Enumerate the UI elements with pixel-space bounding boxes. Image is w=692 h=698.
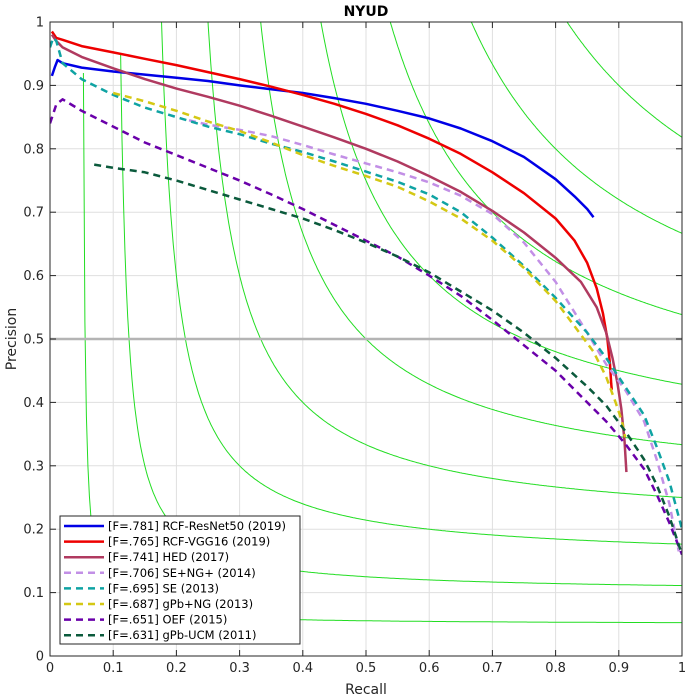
legend-label-6: [F=.687] gPb+NG (2013)	[108, 597, 253, 611]
series-line-7	[50, 98, 682, 556]
x-tick-label: 0.5	[356, 661, 377, 676]
legend-label-1: [F=.781] RCF-ResNet50 (2019)	[108, 519, 286, 533]
y-tick-label: 0.1	[23, 586, 44, 601]
legend-label-5: [F=.695] SE (2013)	[108, 581, 219, 595]
x-tick-label: 0.7	[482, 661, 503, 676]
x-tick-label: 0.6	[419, 661, 440, 676]
y-tick-label: 0	[36, 650, 44, 665]
iso-f-curve	[161, 22, 682, 545]
legend-label-8: [F=.631] gPb-UCM (2011)	[108, 628, 256, 642]
x-tick-label: 0.2	[166, 661, 187, 676]
y-tick-label: 0.4	[23, 396, 44, 411]
iso-f-curve	[207, 22, 682, 498]
legend-label-2: [F=.765] RCF-VGG16 (2019)	[108, 535, 270, 549]
axis-ticks: 0 0.1 0.2 0.3 0.4 0.5 0.6 0.7 0.8 0.9 1 0 0.1 0.2 0.3 0…	[23, 16, 686, 677]
iso-f-curve	[389, 22, 682, 316]
iso-f-curve	[260, 22, 682, 446]
x-tick-label: 0.8	[545, 661, 566, 676]
series-line-6	[112, 91, 627, 438]
series-line-5	[50, 36, 682, 530]
iso-f-curve	[566, 22, 682, 138]
legend-label-7: [F=.651] OEF (2015)	[108, 613, 227, 627]
series-line-1	[50, 58, 595, 219]
iso-f-curve	[470, 22, 682, 234]
y-tick-label: 0.6	[23, 269, 44, 284]
legend-label-4: [F=.706] SE+NG+ (2014)	[108, 566, 256, 580]
y-axis-label: Precision	[4, 308, 20, 370]
legend-box	[59, 515, 301, 645]
chart-title: NYUD	[344, 4, 389, 20]
x-tick-label: 0.3	[229, 661, 250, 676]
y-tick-label: 0.5	[23, 333, 44, 348]
series-line-3	[50, 33, 628, 473]
x-tick-label: 0.9	[608, 661, 629, 676]
y-tick-label: 0.7	[23, 206, 44, 221]
legend: [F=.781] RCF-ResNet50 (2019) [F=.765] RCF…	[59, 515, 301, 645]
x-tick-label: 1	[678, 661, 686, 676]
y-tick-label: 0.8	[23, 142, 44, 157]
x-tick-label: 0.1	[103, 661, 124, 676]
series-line-4	[188, 119, 681, 552]
x-tick-label: 0	[46, 661, 54, 676]
series-group	[50, 30, 682, 556]
y-tick-label: 0.3	[23, 459, 44, 474]
legend-label-3: [F=.741] HED (2017)	[108, 550, 229, 564]
series-line-2	[50, 30, 614, 390]
series-line-8	[93, 163, 682, 555]
x-tick-label: 0.4	[292, 661, 313, 676]
y-tick-label: 1	[36, 16, 44, 31]
y-tick-label: 0.9	[23, 79, 44, 94]
x-axis-label: Recall	[345, 682, 387, 698]
y-tick-label: 0.2	[23, 523, 44, 538]
